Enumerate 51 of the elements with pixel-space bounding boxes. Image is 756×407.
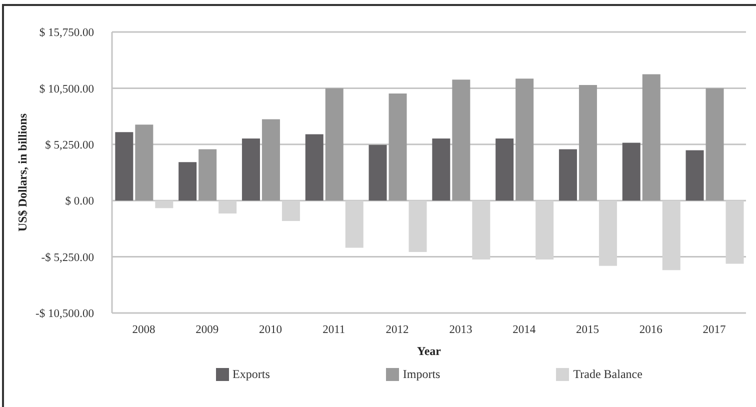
- bar: [408, 200, 427, 252]
- legend-label: Exports: [232, 367, 270, 382]
- x-tick-label: 2009: [196, 324, 219, 336]
- legend-label: Imports: [402, 367, 440, 382]
- bar: [516, 78, 534, 201]
- x-tick-label: 2017: [702, 324, 726, 336]
- y-tick-label: -$ 10,500.00: [36, 308, 94, 320]
- bar: [662, 200, 680, 270]
- bar: [282, 200, 300, 221]
- bar: [432, 138, 450, 201]
- x-tick-label: 2011: [322, 324, 346, 336]
- bar: [536, 200, 554, 260]
- x-tick-label: 2010: [259, 324, 282, 336]
- bar: [115, 132, 134, 201]
- bar: [388, 94, 407, 201]
- x-tick-label: 2013: [449, 324, 472, 336]
- bar: [706, 88, 724, 201]
- bar: [262, 119, 280, 201]
- bar: [305, 134, 324, 201]
- bar: [558, 149, 577, 201]
- bar: [642, 74, 660, 201]
- bar: [472, 200, 490, 260]
- x-tick-label: 2012: [386, 324, 410, 336]
- x-tick-label: 2016: [639, 324, 663, 336]
- bar: [496, 138, 514, 201]
- bar: [452, 80, 470, 201]
- y-tick-label: $ 15,750.00: [39, 27, 94, 40]
- bar: [578, 84, 597, 201]
- bar: [622, 142, 640, 201]
- bar: [726, 200, 744, 264]
- y-tick-label: -$ 5,250.00: [41, 252, 94, 264]
- y-tick-label: $ 0.00: [65, 196, 94, 208]
- bar: [218, 200, 237, 214]
- bar: [686, 150, 704, 201]
- x-tick-label: 2015: [576, 324, 600, 336]
- y-tick-label: $ 5,250.00: [45, 139, 94, 152]
- bar: [155, 200, 174, 208]
- bar: [242, 138, 260, 201]
- bar: [178, 162, 197, 201]
- bar: [325, 88, 344, 201]
- bar: [135, 124, 154, 201]
- bar: [198, 149, 217, 201]
- legend-label: Trade Balance: [573, 367, 642, 382]
- bar: [598, 200, 617, 266]
- bar: [345, 200, 364, 248]
- bar: [368, 144, 387, 201]
- y-tick-label: $ 10,500.00: [39, 83, 94, 96]
- y-axis-title: US$ Dollars, in billions: [15, 113, 30, 232]
- x-tick-label: 2008: [132, 324, 156, 336]
- x-tick-label: 2014: [512, 324, 536, 336]
- x-axis-title: Year: [417, 344, 442, 358]
